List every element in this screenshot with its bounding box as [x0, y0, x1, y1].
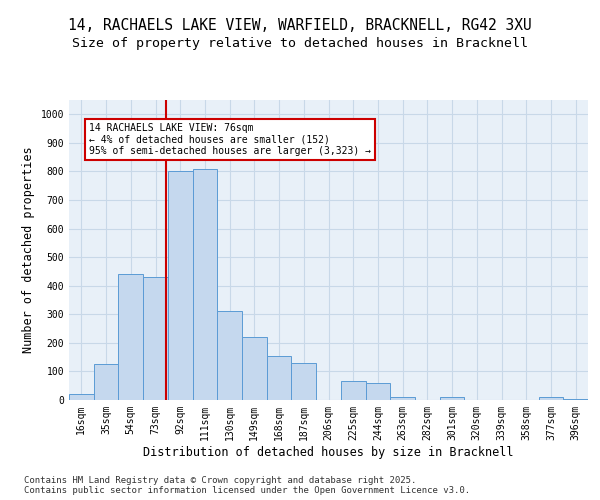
Bar	[365, 383, 390, 400]
X-axis label: Distribution of detached houses by size in Bracknell: Distribution of detached houses by size …	[143, 446, 514, 458]
Bar	[217, 312, 242, 400]
Bar	[94, 364, 118, 400]
Text: Size of property relative to detached houses in Bracknell: Size of property relative to detached ho…	[72, 38, 528, 51]
Bar	[69, 394, 94, 400]
Bar	[267, 356, 292, 400]
Bar	[168, 172, 193, 400]
Bar	[143, 277, 168, 400]
Bar	[390, 397, 415, 400]
Bar	[292, 363, 316, 400]
Y-axis label: Number of detached properties: Number of detached properties	[22, 146, 35, 354]
Text: Contains HM Land Registry data © Crown copyright and database right 2025.
Contai: Contains HM Land Registry data © Crown c…	[24, 476, 470, 495]
Bar	[563, 398, 588, 400]
Bar	[539, 397, 563, 400]
Bar	[440, 397, 464, 400]
Bar	[193, 168, 217, 400]
Bar	[242, 337, 267, 400]
Text: 14, RACHAELS LAKE VIEW, WARFIELD, BRACKNELL, RG42 3XU: 14, RACHAELS LAKE VIEW, WARFIELD, BRACKN…	[68, 18, 532, 32]
Text: 14 RACHAELS LAKE VIEW: 76sqm
← 4% of detached houses are smaller (152)
95% of se: 14 RACHAELS LAKE VIEW: 76sqm ← 4% of det…	[89, 123, 371, 156]
Bar	[341, 382, 365, 400]
Bar	[118, 274, 143, 400]
